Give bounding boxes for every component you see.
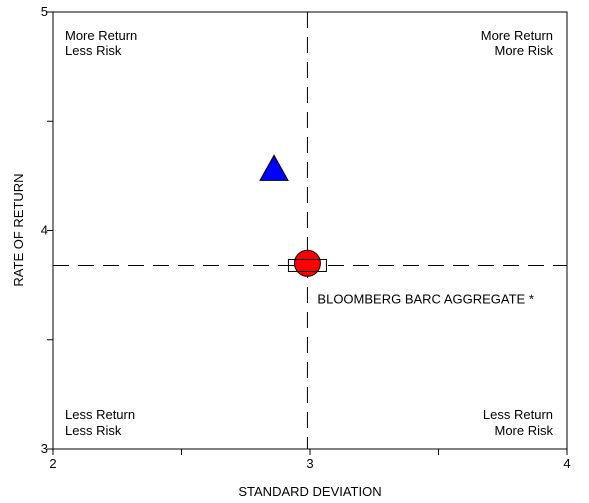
quadrant-bottom-left-line1: Less Return bbox=[65, 407, 135, 422]
x-axis-title: STANDARD DEVIATION bbox=[238, 484, 381, 499]
quadrant-bottom-right-line2: More Risk bbox=[494, 423, 553, 438]
axis-ticks bbox=[47, 11, 568, 455]
quadrant-top-left-line2: Less Risk bbox=[65, 43, 122, 58]
quadrant-bottom-right-line1: Less Return bbox=[483, 407, 553, 422]
y-axis-title: RATE OF RETURN bbox=[11, 173, 26, 286]
x-tick-label-4: 4 bbox=[563, 456, 570, 471]
benchmark-label: BLOOMBERG BARC AGGREGATE * bbox=[317, 291, 533, 306]
y-tick-label-3: 3 bbox=[41, 441, 48, 456]
square-marker bbox=[287, 258, 327, 272]
quadrant-bottom-left-line2: Less Risk bbox=[65, 423, 122, 438]
circle-marker bbox=[293, 249, 321, 277]
x-tick-label-2: 2 bbox=[49, 456, 56, 471]
quadrant-top-right-line1: More Return bbox=[481, 28, 553, 43]
y-tick-label-5: 5 bbox=[41, 4, 48, 19]
quadrant-top-right-line2: More Risk bbox=[494, 43, 553, 58]
quadrant-top-left-line1: More Return bbox=[65, 28, 137, 43]
triangle-marker bbox=[259, 154, 289, 181]
plot-area bbox=[52, 11, 568, 450]
y-tick-label-4: 4 bbox=[41, 223, 48, 238]
x-tick-label-3: 3 bbox=[306, 456, 313, 471]
data-points bbox=[259, 154, 327, 277]
